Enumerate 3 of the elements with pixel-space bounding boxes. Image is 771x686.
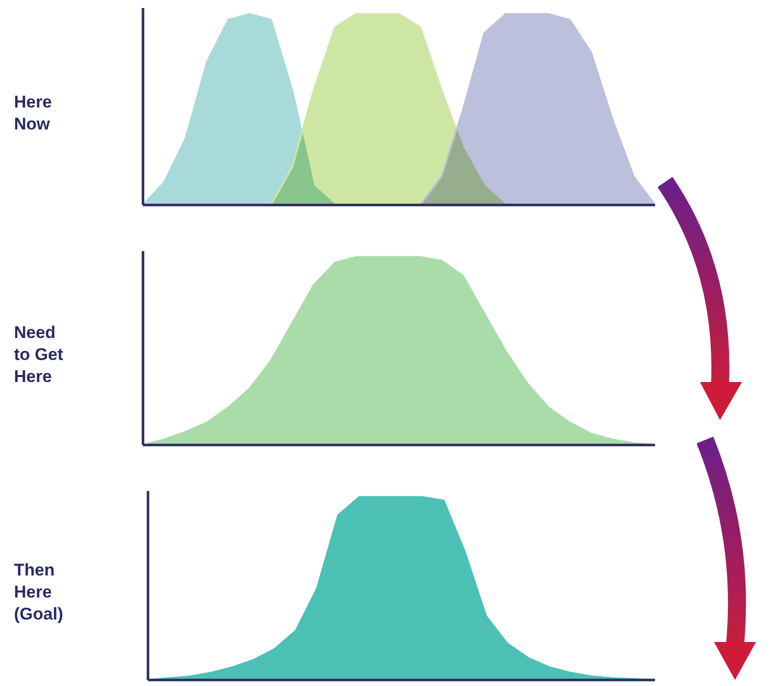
y-axis-title: Then Here (Goal) <box>14 560 64 624</box>
y-axis-title: Here Now <box>14 92 52 134</box>
y-axis-title: Need to Get Here <box>14 323 64 386</box>
